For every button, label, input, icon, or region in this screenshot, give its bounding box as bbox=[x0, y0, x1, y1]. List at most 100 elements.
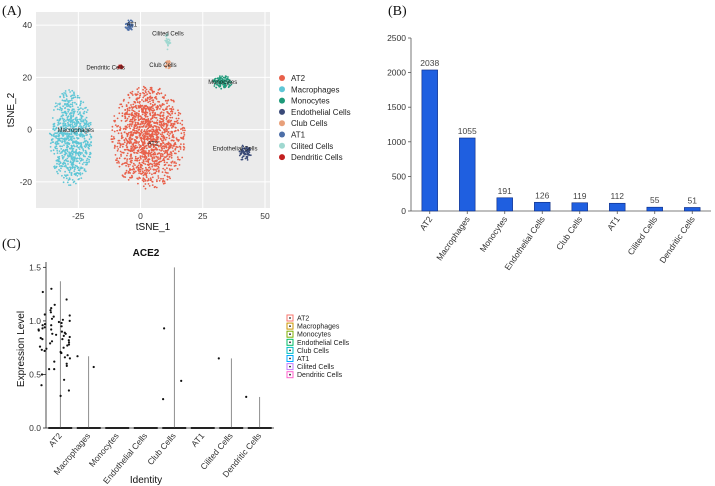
tsne-point bbox=[144, 122, 147, 125]
tsne-point bbox=[169, 66, 172, 68]
tsne-point bbox=[165, 150, 167, 153]
tsne-point bbox=[156, 106, 159, 109]
tsne-point bbox=[66, 141, 68, 144]
violin-point bbox=[217, 357, 220, 360]
tsne-point bbox=[68, 171, 71, 174]
tsne-point bbox=[128, 27, 131, 30]
tsne-point bbox=[79, 118, 82, 121]
tsne-point bbox=[169, 108, 171, 110]
tsne-point bbox=[157, 91, 159, 94]
tsne-point bbox=[66, 137, 68, 140]
tsne-point bbox=[169, 116, 172, 119]
tsne-point bbox=[168, 168, 171, 170]
tsne-point bbox=[163, 122, 165, 124]
tsne-cluster-macrophages bbox=[48, 89, 93, 187]
tsne-point bbox=[129, 118, 132, 121]
tsne-point bbox=[70, 117, 73, 120]
tsne-point bbox=[83, 137, 86, 140]
tsne-point bbox=[127, 93, 130, 96]
tsne-point bbox=[158, 87, 161, 90]
tsne-point bbox=[150, 149, 153, 151]
tsne-point bbox=[57, 124, 59, 126]
tsne-point bbox=[153, 164, 156, 167]
tsne-point bbox=[175, 146, 178, 148]
tsne-point bbox=[76, 128, 79, 131]
tsne-point bbox=[133, 151, 136, 154]
tsne-point bbox=[141, 99, 143, 101]
tsne-point bbox=[165, 37, 168, 40]
tsne-point bbox=[73, 156, 75, 159]
tsne-point bbox=[80, 177, 83, 180]
tsne-point bbox=[71, 153, 74, 156]
tsne-point bbox=[137, 112, 140, 115]
tsne-point bbox=[155, 117, 158, 119]
tsne-point bbox=[136, 88, 139, 91]
violin-point bbox=[51, 332, 54, 335]
tsne-point bbox=[89, 133, 91, 136]
tsne-point bbox=[73, 94, 76, 96]
tsne-point bbox=[110, 138, 113, 141]
violin-base bbox=[105, 427, 130, 429]
tsne-legend-swatch bbox=[279, 108, 285, 115]
tsne-point bbox=[133, 171, 136, 174]
tsne-point bbox=[84, 170, 87, 173]
tsne-point bbox=[58, 134, 60, 136]
tsne-point bbox=[222, 83, 225, 86]
tsne-point bbox=[217, 82, 220, 84]
tsne-point bbox=[136, 126, 139, 128]
tsne-point bbox=[138, 102, 141, 104]
tsne-point bbox=[142, 180, 145, 183]
tsne-point bbox=[160, 144, 162, 147]
tsne-cluster-label: Dendritic Cells bbox=[86, 65, 125, 71]
tsne-point bbox=[175, 117, 178, 120]
tsne-point bbox=[142, 108, 145, 110]
tsne-point bbox=[69, 138, 72, 141]
tsne-point bbox=[159, 108, 161, 110]
tsne-point bbox=[85, 145, 88, 147]
tsne-point bbox=[88, 138, 91, 141]
bar-y-tick-label: 2500 bbox=[387, 33, 406, 43]
tsne-point bbox=[57, 142, 60, 145]
violin-point bbox=[76, 355, 79, 358]
tsne-point bbox=[139, 155, 142, 157]
tsne-point bbox=[181, 156, 184, 159]
tsne-point bbox=[67, 121, 69, 124]
violin-point bbox=[41, 327, 44, 330]
tsne-point bbox=[148, 92, 151, 94]
tsne-point bbox=[166, 48, 169, 51]
tsne-cluster-at1 bbox=[124, 19, 134, 31]
tsne-point bbox=[156, 138, 159, 141]
tsne-point bbox=[123, 113, 126, 116]
tsne-point bbox=[131, 174, 133, 177]
tsne-point bbox=[139, 126, 141, 128]
tsne-point bbox=[213, 85, 216, 87]
tsne-point bbox=[75, 132, 78, 135]
violin-point bbox=[63, 331, 66, 334]
tsne-point bbox=[145, 147, 148, 150]
tsne-point bbox=[127, 113, 130, 116]
tsne-point bbox=[125, 27, 127, 29]
tsne-point bbox=[139, 94, 142, 97]
tsne-point bbox=[83, 145, 86, 148]
tsne-point bbox=[162, 145, 164, 148]
tsne-point bbox=[116, 129, 119, 132]
tsne-point bbox=[54, 142, 57, 145]
tsne-point bbox=[130, 92, 133, 95]
tsne-point bbox=[63, 129, 65, 132]
tsne-legend-label: AT2 bbox=[291, 74, 306, 83]
tsne-point bbox=[64, 123, 67, 126]
tsne-point bbox=[238, 154, 241, 157]
tsne-point bbox=[228, 83, 230, 86]
tsne-point bbox=[132, 116, 134, 119]
tsne-point bbox=[67, 167, 69, 169]
tsne-point bbox=[76, 175, 79, 177]
tsne-point bbox=[152, 137, 155, 140]
tsne-point bbox=[170, 108, 173, 111]
tsne-point bbox=[180, 143, 182, 146]
tsne-point bbox=[138, 159, 141, 162]
tsne-point bbox=[65, 114, 68, 117]
tsne-point bbox=[140, 164, 143, 167]
tsne-point bbox=[78, 169, 81, 172]
violin-point bbox=[68, 357, 71, 360]
